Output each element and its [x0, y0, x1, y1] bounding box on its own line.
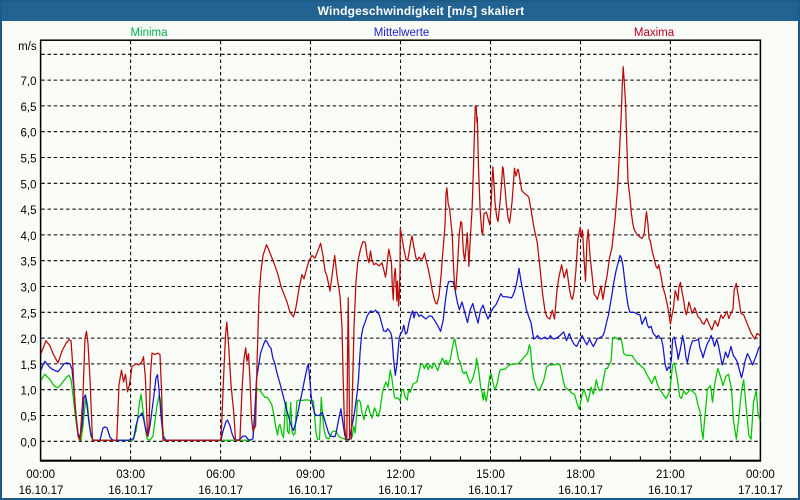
svg-text:5,5: 5,5	[21, 154, 37, 166]
svg-text:16.10.17: 16.10.17	[648, 485, 693, 497]
svg-text:15:00: 15:00	[476, 469, 505, 481]
svg-text:18:00: 18:00	[566, 469, 595, 481]
svg-text:1,0: 1,0	[21, 386, 37, 398]
svg-text:0,0: 0,0	[21, 437, 37, 449]
svg-text:00:00: 00:00	[26, 469, 55, 481]
svg-text:5,0: 5,0	[21, 179, 37, 191]
svg-text:4,0: 4,0	[21, 231, 37, 243]
svg-text:12:00: 12:00	[386, 469, 415, 481]
svg-text:21:00: 21:00	[656, 469, 685, 481]
svg-text:00:00: 00:00	[746, 469, 775, 481]
svg-text:17.10.17: 17.10.17	[738, 485, 783, 497]
svg-text:2,5: 2,5	[21, 308, 37, 320]
svg-text:6,0: 6,0	[21, 128, 37, 140]
svg-text:06:00: 06:00	[206, 469, 235, 481]
svg-text:16.10.17: 16.10.17	[468, 485, 513, 497]
svg-text:6,5: 6,5	[21, 102, 37, 114]
svg-text:2,0: 2,0	[21, 334, 37, 346]
svg-text:16.10.17: 16.10.17	[288, 485, 333, 497]
svg-text:0,5: 0,5	[21, 412, 37, 424]
svg-text:03:00: 03:00	[116, 469, 145, 481]
svg-text:1,5: 1,5	[21, 360, 37, 372]
svg-text:3,0: 3,0	[21, 283, 37, 295]
svg-text:09:00: 09:00	[296, 469, 325, 481]
svg-text:16.10.17: 16.10.17	[108, 485, 153, 497]
svg-text:4,5: 4,5	[21, 205, 37, 217]
svg-text:7,0: 7,0	[21, 76, 37, 88]
svg-text:m/s: m/s	[18, 41, 37, 53]
svg-text:16.10.17: 16.10.17	[558, 485, 603, 497]
svg-text:16.10.17: 16.10.17	[19, 485, 64, 497]
svg-text:16.10.17: 16.10.17	[198, 485, 243, 497]
svg-text:16.10.17: 16.10.17	[378, 485, 423, 497]
svg-text:3,5: 3,5	[21, 257, 37, 269]
